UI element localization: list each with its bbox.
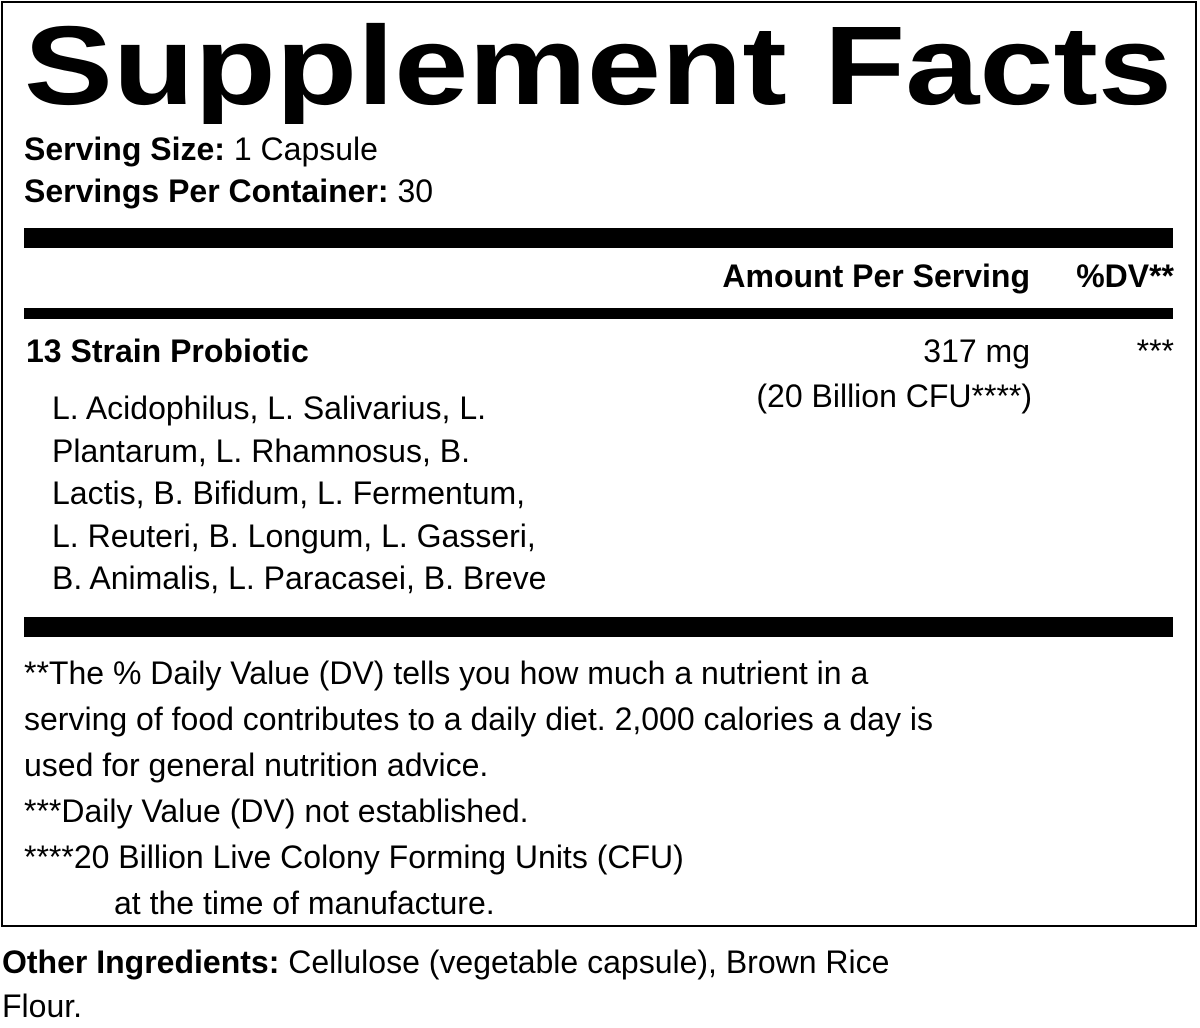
footnote-line: at the time of manufacture.: [114, 885, 495, 921]
other-ingredients-value: Cellulose (vegetable capsule), Brown Ric…: [279, 944, 890, 980]
footnote-line: ****20 Billion Live Colony Forming Units…: [24, 839, 684, 875]
serving-size-value: 1 Capsule: [224, 131, 378, 167]
other-ingredients-value-cont: Flour.: [2, 988, 83, 1024]
strain-list: L. Acidophilus, L. Salivarius, L. Planta…: [52, 387, 546, 600]
dv-header: %DV**: [1076, 258, 1174, 294]
ingredient-dv: ***: [1136, 333, 1174, 369]
servings-per-container: Servings Per Container: 30: [24, 173, 433, 210]
strain-line: Plantarum, L. Rhamnosus, B.: [52, 432, 470, 469]
supplement-facts-panel: [1, 1, 1197, 927]
ingredient-name: 13 Strain Probiotic: [26, 333, 309, 369]
serving-size: Serving Size: 1 Capsule: [24, 131, 378, 168]
servings-per-container-value: 30: [388, 173, 434, 209]
other-ingredients: Other Ingredients: Cellulose (vegetable …: [2, 940, 889, 1028]
divider-medium: [24, 308, 1173, 319]
footnote-line: **The % Daily Value (DV) tells you how m…: [24, 655, 869, 691]
amount-per-serving-header: Amount Per Serving: [722, 258, 1030, 294]
footnote-line: ***Daily Value (DV) not established.: [24, 793, 529, 829]
footnotes: **The % Daily Value (DV) tells you how m…: [24, 650, 933, 926]
serving-size-label: Serving Size:: [24, 131, 225, 167]
ingredient-cfu: (20 Billion CFU****): [756, 378, 1032, 414]
ingredient-amount: 317 mg: [923, 333, 1030, 369]
svg-text:Supplement Facts: Supplement Facts: [24, 6, 1172, 124]
divider-thick: [24, 228, 1173, 248]
servings-per-container-label: Servings Per Container:: [24, 173, 389, 209]
strain-line: L. Acidophilus, L. Salivarius, L.: [52, 390, 487, 426]
strain-line: L. Reuteri, B. Longum, L. Gasseri,: [52, 517, 536, 554]
footnote-line: used for general nutrition advice.: [24, 747, 489, 783]
panel-title: Supplement Facts: [24, 6, 1172, 124]
footnote-line: serving of food contributes to a daily d…: [24, 701, 933, 737]
other-ingredients-label: Other Ingredients:: [2, 944, 280, 980]
strain-line: Lactis, B. Bifidum, L. Fermentum,: [52, 475, 526, 511]
divider-thick: [24, 617, 1173, 637]
strain-line: B. Animalis, L. Paracasei, B. Breve: [52, 560, 547, 596]
